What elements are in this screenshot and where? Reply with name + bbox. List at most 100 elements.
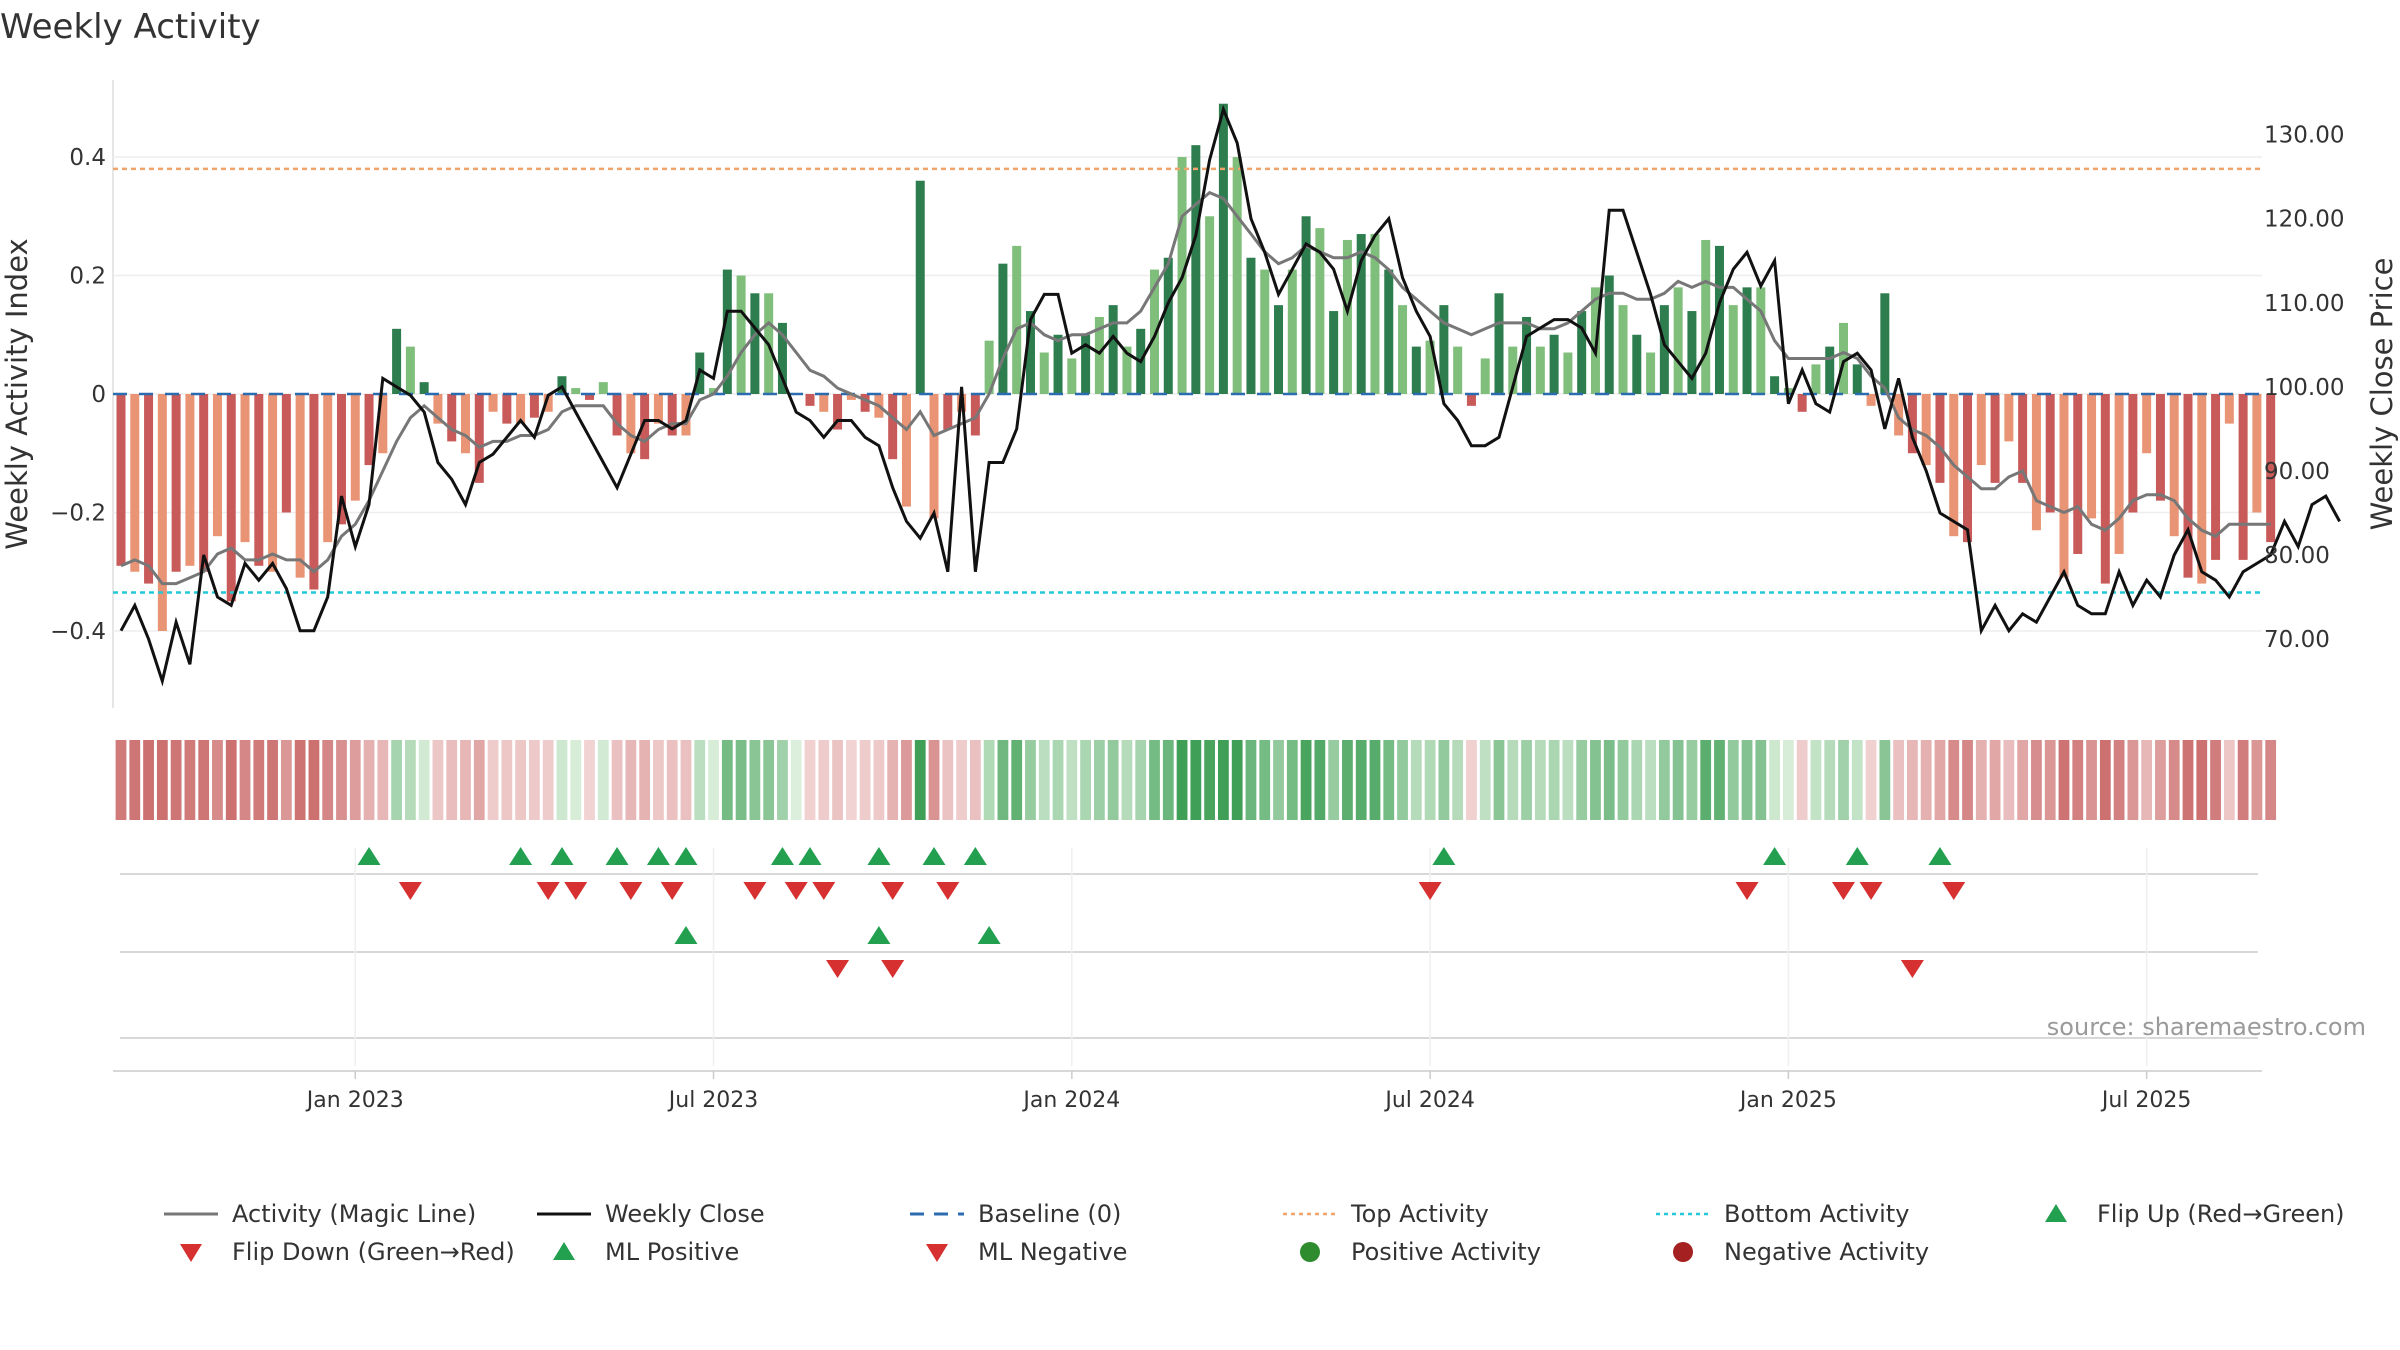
magic-line-series xyxy=(120,190,2271,586)
activity-bar-41 xyxy=(681,394,691,436)
flip-up-marker-4 xyxy=(646,847,670,865)
heat-cell-91 xyxy=(1369,740,1381,820)
activity-bar-113 xyxy=(1673,287,1683,394)
heat-cell-99 xyxy=(1479,740,1491,820)
ml-negative-marker-1 xyxy=(881,960,905,978)
activity-bar-140 xyxy=(2045,394,2055,513)
heat-cell-52 xyxy=(832,740,843,820)
activity-bar-99 xyxy=(1480,358,1490,394)
legend-label-positive-activity: Positive Activity xyxy=(1351,1238,1541,1266)
legend-item-bottom-activity: Bottom Activity xyxy=(1652,1196,1909,1232)
heat-cell-103 xyxy=(1534,740,1546,820)
heat-cell-135 xyxy=(1975,740,1987,820)
heat-cell-9 xyxy=(239,740,251,820)
heat-cell-94 xyxy=(1410,740,1422,820)
activity-bar-20 xyxy=(392,328,402,394)
heat-cell-149 xyxy=(2168,740,2180,820)
heat-cell-89 xyxy=(1342,740,1353,820)
heat-cell-35 xyxy=(597,740,609,820)
activity-bar-60 xyxy=(943,394,953,430)
heat-cell-72 xyxy=(1107,740,1119,820)
activity-bar-54 xyxy=(860,394,870,412)
x-tick-label-4: Jan 2025 xyxy=(1738,1088,1837,1113)
heat-cell-93 xyxy=(1397,740,1408,820)
heat-cell-117 xyxy=(1727,740,1739,820)
flip-down-marker-8 xyxy=(881,882,905,900)
flip-up-marker-0 xyxy=(357,847,381,865)
heat-cell-134 xyxy=(1962,740,1973,820)
heat-cell-60 xyxy=(942,740,954,820)
heat-cell-47 xyxy=(763,740,775,820)
activity-bar-62 xyxy=(970,394,980,436)
activity-bar-63 xyxy=(984,340,994,394)
flip-up-marker-1 xyxy=(509,847,533,865)
flip-down-marker-11 xyxy=(1735,882,1759,900)
y-tick-label-4: −0.4 xyxy=(50,619,106,645)
heat-cell-122 xyxy=(1796,740,1808,820)
heat-cell-129 xyxy=(1893,740,1905,820)
activity-bar-143 xyxy=(2087,394,2097,519)
legend-item-ml-positive: ML Positive xyxy=(533,1234,739,1270)
x-tick-label-1: Jul 2023 xyxy=(667,1088,759,1113)
activity-bar-10 xyxy=(254,394,264,566)
activity-bar-78 xyxy=(1191,145,1201,394)
activity-bar-155 xyxy=(2252,394,2262,513)
activity-bar-136 xyxy=(1990,394,2000,483)
heat-cell-14 xyxy=(308,740,320,820)
flip-up-marker-13 xyxy=(1845,847,1869,865)
flip-down-marker-14 xyxy=(1942,882,1966,900)
heat-cell-96 xyxy=(1438,740,1450,820)
heat-cell-70 xyxy=(1080,740,1091,820)
flip-up-marker-14 xyxy=(1928,847,1952,865)
heat-cell-24 xyxy=(446,740,458,820)
activity-bar-109 xyxy=(1618,305,1628,394)
activity-bar-82 xyxy=(1246,257,1256,394)
heat-cell-141 xyxy=(2058,740,2070,820)
activity-bar-80 xyxy=(1218,103,1228,394)
heat-cell-68 xyxy=(1052,740,1064,820)
heat-cell-39 xyxy=(653,740,664,820)
activity-bar-32 xyxy=(557,376,567,394)
heat-cell-59 xyxy=(928,740,940,820)
activity-bar-28 xyxy=(502,394,512,424)
activity-bar-56 xyxy=(888,394,898,460)
heat-cell-58 xyxy=(914,740,926,820)
legend-symbol-flip-down xyxy=(180,1244,202,1262)
activity-bar-17 xyxy=(350,394,360,501)
legend-label-top-activity: Top Activity xyxy=(1351,1200,1489,1228)
activity-bar-14 xyxy=(309,394,319,590)
activity-bar-127 xyxy=(1866,394,1876,406)
flip-down-marker-0 xyxy=(398,882,422,900)
activity-bar-7 xyxy=(212,394,222,537)
y-axis-label: Weekly Activity Index xyxy=(0,238,34,549)
y-tick-label-0: 0.4 xyxy=(69,145,106,171)
heat-cell-67 xyxy=(1038,740,1050,820)
heat-cell-114 xyxy=(1686,740,1698,820)
activity-bar-11 xyxy=(268,394,278,572)
activity-bar-138 xyxy=(2018,394,2028,483)
heat-cell-2 xyxy=(143,740,154,820)
heat-cell-113 xyxy=(1672,740,1684,820)
heat-cell-143 xyxy=(2086,740,2097,820)
activity-bar-151 xyxy=(2197,394,2207,584)
activity-bar-141 xyxy=(2059,394,2069,578)
y-tick-label-2: 0 xyxy=(91,382,106,408)
activity-bar-76 xyxy=(1163,257,1173,394)
heat-cell-151 xyxy=(2196,740,2208,820)
activity-bar-37 xyxy=(626,394,636,454)
flip-up-marker-3 xyxy=(605,847,629,865)
activity-bar-36 xyxy=(612,394,622,436)
heat-cell-79 xyxy=(1204,740,1216,820)
activity-bar-65 xyxy=(1012,245,1022,394)
flip-up-marker-5 xyxy=(674,847,698,865)
legend-symbol-weekly-close xyxy=(537,1212,591,1216)
heat-cell-53 xyxy=(845,740,857,820)
flip-up-marker-12 xyxy=(1763,847,1787,865)
heat-cell-13 xyxy=(294,740,306,820)
flip-down-marker-7 xyxy=(812,882,836,900)
activity-bar-38 xyxy=(640,394,650,460)
heat-cell-110 xyxy=(1631,740,1643,820)
x-tick-labels: Jan 2023 Jul 2023 Jan 2024 Jul 2024 Jan 2025… xyxy=(305,1071,2191,1113)
heat-cell-18 xyxy=(363,740,375,820)
